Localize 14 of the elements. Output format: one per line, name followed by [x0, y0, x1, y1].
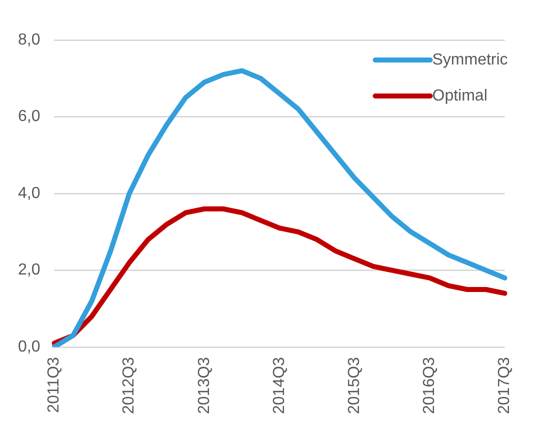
x-tick-label: 2015Q3 [346, 356, 364, 414]
legend-label: Symmetric [432, 51, 508, 68]
x-tick-label: 2017Q3 [496, 356, 514, 414]
x-tick-label: 2016Q3 [421, 356, 438, 414]
y-tick-label: 4,0 [18, 184, 40, 202]
y-tick-label: 8,0 [18, 31, 40, 48]
legend-label: Optimal [432, 87, 488, 104]
x-tick-label: 2014Q3 [270, 356, 288, 414]
x-tick-label: 2011Q3 [46, 356, 63, 413]
x-tick-label: 2012Q3 [120, 356, 138, 414]
y-tick-label: 6,0 [18, 108, 40, 126]
x-tick-label: 2013Q3 [196, 356, 213, 414]
y-tick-label: 0,0 [18, 338, 40, 356]
y-tick-label: 2,0 [18, 262, 40, 279]
